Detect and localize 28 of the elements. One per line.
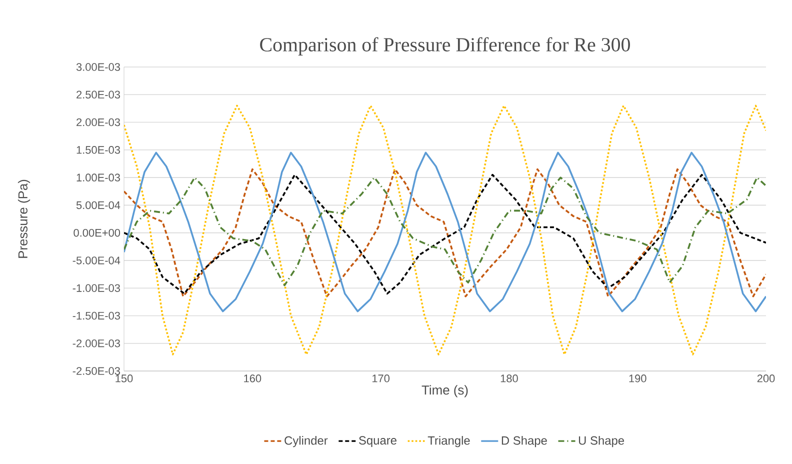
legend-label: D Shape (502, 436, 547, 448)
line-series (124, 104, 766, 356)
chart-title: Comparison of Pressure Difference for Re 300 (260, 37, 630, 56)
x-axis-title: Time (s) (422, 385, 468, 398)
x-tick-label: 200 (757, 374, 775, 382)
line-series (124, 152, 766, 312)
y-tick-label: -1.50E-03 (72, 312, 120, 320)
y-tick-label: -1.00E-03 (72, 284, 120, 292)
y-tick-label: 1.50E-03 (76, 146, 120, 154)
y-tick-label: 3.00E-03 (76, 63, 120, 71)
y-tick-label: 5.00E-04 (76, 201, 120, 210)
x-tick-label: 150 (116, 374, 133, 382)
x-tick-label: 160 (244, 374, 262, 382)
y-tick-label: -5.00E-04 (72, 256, 120, 264)
x-tick-label: 180 (500, 374, 518, 382)
y-tick-label: 2.50E-03 (76, 90, 120, 99)
y-tick-label: 0.00E+00 (74, 228, 120, 237)
x-tick-label: 190 (629, 374, 646, 382)
legend-label: Square (359, 436, 396, 447)
legend-label: U Shape (578, 436, 624, 448)
y-tick-label: 1.00E-03 (76, 174, 120, 182)
y-tick-label: -2.50E-03 (72, 367, 120, 375)
y-tick-label: -2.00E-03 (72, 339, 120, 348)
x-tick-label: 170 (372, 374, 390, 382)
y-axis-title: Pressure (Pa) (18, 180, 30, 258)
legend-label: Cylinder (284, 436, 328, 448)
y-tick-label: 2.00E-03 (76, 118, 120, 126)
legend-label: Triangle (428, 436, 470, 448)
